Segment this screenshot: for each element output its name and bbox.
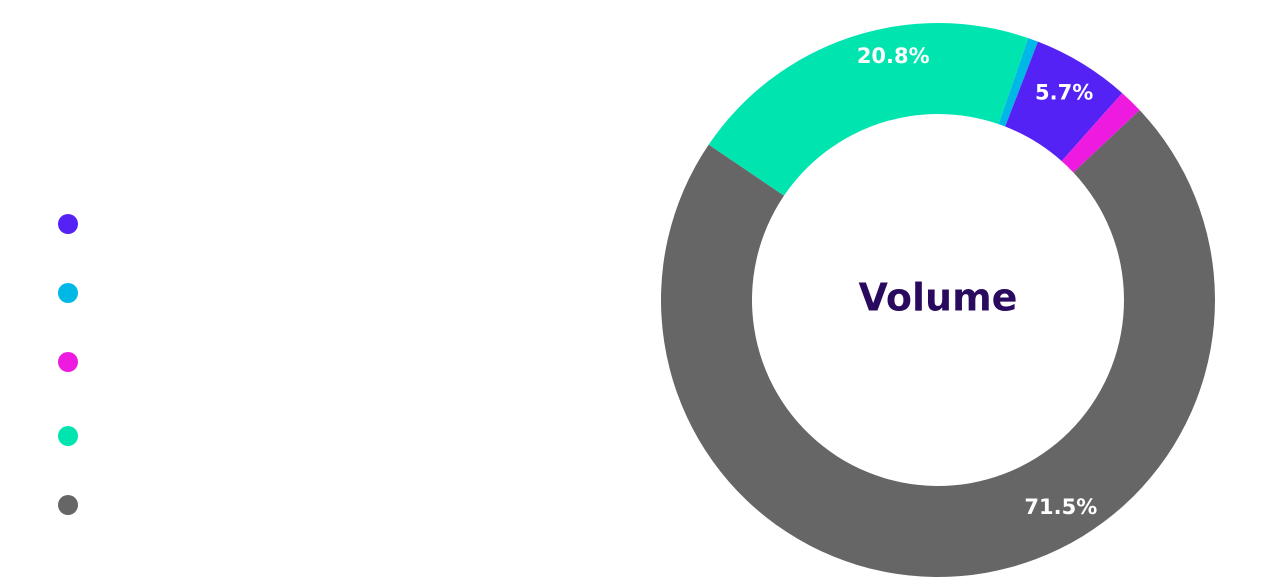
legend-marker	[58, 352, 78, 372]
slice-data-label: 5.7%	[1035, 80, 1093, 104]
chart-title: Volume	[859, 276, 1018, 320]
legend-item	[58, 352, 78, 372]
legend-item	[58, 495, 78, 515]
donut-slice	[998, 38, 1038, 127]
donut-slice	[708, 22, 1029, 196]
donut-slice	[1061, 93, 1140, 173]
legend-marker	[58, 283, 78, 303]
legend-marker	[58, 495, 78, 515]
slice-labels: 5.7% 71.5% 20.8%	[857, 44, 1097, 519]
legend-marker	[58, 426, 78, 446]
slice-data-label: 20.8%	[857, 44, 930, 68]
legend-item	[58, 283, 78, 303]
legend-item	[58, 214, 78, 234]
donut-slices	[661, 22, 1215, 577]
donut-slice	[661, 110, 1215, 577]
slice-data-label: 71.5%	[1024, 495, 1097, 519]
donut-slice	[1005, 41, 1123, 162]
legend-marker	[58, 214, 78, 234]
legend-item	[58, 426, 78, 446]
